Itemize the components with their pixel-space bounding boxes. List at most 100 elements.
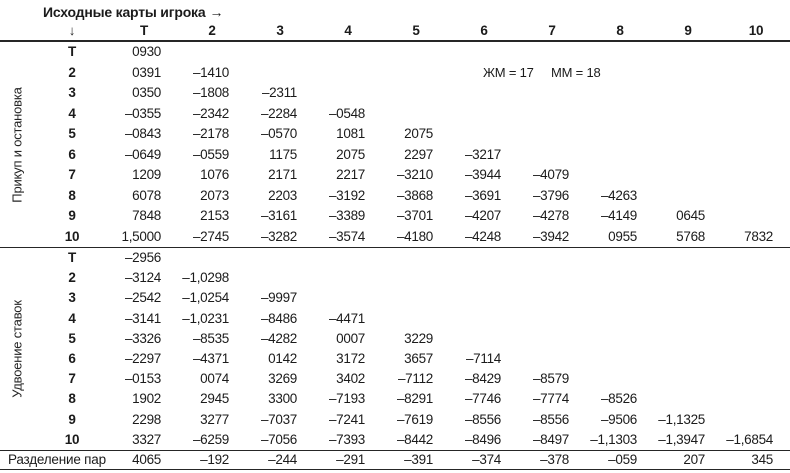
row-label: 6 <box>68 146 76 162</box>
value-cell: –0153 <box>124 371 161 387</box>
value-cell: –3942 <box>532 228 569 244</box>
table-row: Т 0930 <box>0 42 790 63</box>
value-cell <box>722 63 790 84</box>
table-row: 10 3327 –6259 –7056 –7393 –8442 –8496 –8497 –1,1… <box>0 430 790 450</box>
value-cell: 0391 <box>132 64 161 80</box>
value-cell <box>586 63 654 84</box>
bottom-rule <box>0 468 790 470</box>
value-cell: –8497 <box>532 431 569 447</box>
value-cell <box>654 186 722 207</box>
footer-value-cell: 4065 <box>132 451 161 467</box>
value-cell: 1076 <box>200 167 229 182</box>
value-cell: 2073 <box>200 187 229 203</box>
value-cell: –1,0231 <box>182 310 229 326</box>
value-cell <box>382 268 450 288</box>
table-row: 3 –2542 –1,0254 –9997 <box>0 288 790 308</box>
footer-value-cell: –192 <box>200 451 229 467</box>
column-header: Т <box>139 23 149 38</box>
value-cell <box>450 248 518 268</box>
value-cell: –4371 <box>192 350 229 366</box>
value-cell: 0074 <box>200 371 229 387</box>
value-cell: 2298 <box>132 411 161 427</box>
header-rule <box>0 40 790 42</box>
value-cell: –3796 <box>532 187 569 203</box>
value-cell: –4471 <box>328 310 365 326</box>
value-cell <box>722 288 790 308</box>
column-header: 5 <box>412 23 420 38</box>
value-cell: 0350 <box>132 85 161 100</box>
value-cell: 3277 <box>200 411 229 427</box>
value-cell: –7619 <box>396 411 433 427</box>
table-row: 2 0391 –1410 ЖМ = 17 ММ = 18 <box>0 63 790 84</box>
value-cell <box>722 410 790 430</box>
value-cell: –0355 <box>124 105 161 121</box>
value-cell: 6078 <box>132 187 161 203</box>
value-cell <box>246 42 314 63</box>
value-cell: –9506 <box>600 411 637 427</box>
column-header: 10 <box>748 23 764 38</box>
row-label: 4 <box>68 310 76 326</box>
value-cell: 2075 <box>404 126 433 141</box>
table-row: 7 –0153 0074 3269 3402 –7112 –8429 –8579 <box>0 369 790 389</box>
value-cell: –8442 <box>396 431 433 447</box>
value-cell <box>450 83 518 104</box>
value-cell <box>654 124 722 145</box>
table-row: 3 0350 –1808 –2311 <box>0 83 790 104</box>
value-cell: –0570 <box>260 126 297 141</box>
value-cell <box>382 83 450 104</box>
value-cell: 3402 <box>336 371 365 387</box>
table-row: 2 –3124 –1,0298 <box>0 268 790 288</box>
table-row: 7 1209 1076 2171 2217 –3210 –3944 –4079 <box>0 165 790 186</box>
value-cell <box>382 42 450 63</box>
value-cell: –2284 <box>260 105 297 121</box>
value-cell: 3327 <box>132 431 161 447</box>
value-cell: –1808 <box>192 85 229 100</box>
value-cell <box>518 145 586 166</box>
value-cell: –7037 <box>260 411 297 427</box>
value-cell: –9997 <box>260 290 297 306</box>
section-label-wrap: Прикуп и остановка <box>0 42 34 247</box>
corner-spacer <box>0 22 34 40</box>
row-label: 9 <box>68 411 76 427</box>
value-cell <box>654 165 722 186</box>
value-cell: 0955 <box>608 228 637 244</box>
row-label: 5 <box>68 126 76 141</box>
value-cell: –8429 <box>464 371 501 387</box>
value-cell: –2311 <box>261 85 297 100</box>
value-cell <box>586 104 654 125</box>
footer-value-cell: –059 <box>608 451 637 467</box>
value-cell: –3124 <box>124 270 161 286</box>
value-cell: –8486 <box>260 310 297 326</box>
value-cell: 2153 <box>200 208 229 223</box>
value-cell: 1175 <box>269 146 297 162</box>
value-cell <box>654 83 722 104</box>
value-cell <box>722 186 790 207</box>
value-cell <box>586 329 654 349</box>
value-cell <box>654 268 722 288</box>
footer-value-cell: –291 <box>336 451 365 467</box>
column-header: 6 <box>480 23 488 38</box>
column-header: 8 <box>616 23 624 38</box>
value-cell <box>722 124 790 145</box>
value-cell <box>178 42 246 63</box>
value-cell <box>586 349 654 369</box>
table-row: 10 1,5000 –2745 –3282 –3574 –4180 –4248 –3942 09… <box>0 227 790 248</box>
value-cell: 2945 <box>200 391 229 407</box>
value-cell <box>722 165 790 186</box>
value-cell: 0142 <box>268 350 297 366</box>
value-cell: –3192 <box>328 187 365 203</box>
value-cell <box>722 104 790 125</box>
value-cell <box>314 63 382 84</box>
value-cell: –7193 <box>328 391 365 407</box>
column-header-row: ↓ Т 2 3 4 5 6 7 8 9 10 <box>0 22 790 40</box>
footer-value-cell: –391 <box>404 451 433 467</box>
value-cell <box>654 104 722 125</box>
value-cell: –2342 <box>192 105 229 121</box>
value-cell: –3701 <box>396 208 433 223</box>
value-cell: –7114 <box>465 350 501 366</box>
value-cell <box>586 288 654 308</box>
value-cell: 2217 <box>336 167 365 182</box>
column-header: 7 <box>548 23 556 38</box>
table-row: 9 2298 3277 –7037 –7241 –7619 –8556 –8556 –9506 –… <box>0 410 790 430</box>
section-label-wrap: Удвоение ставок <box>0 248 34 450</box>
